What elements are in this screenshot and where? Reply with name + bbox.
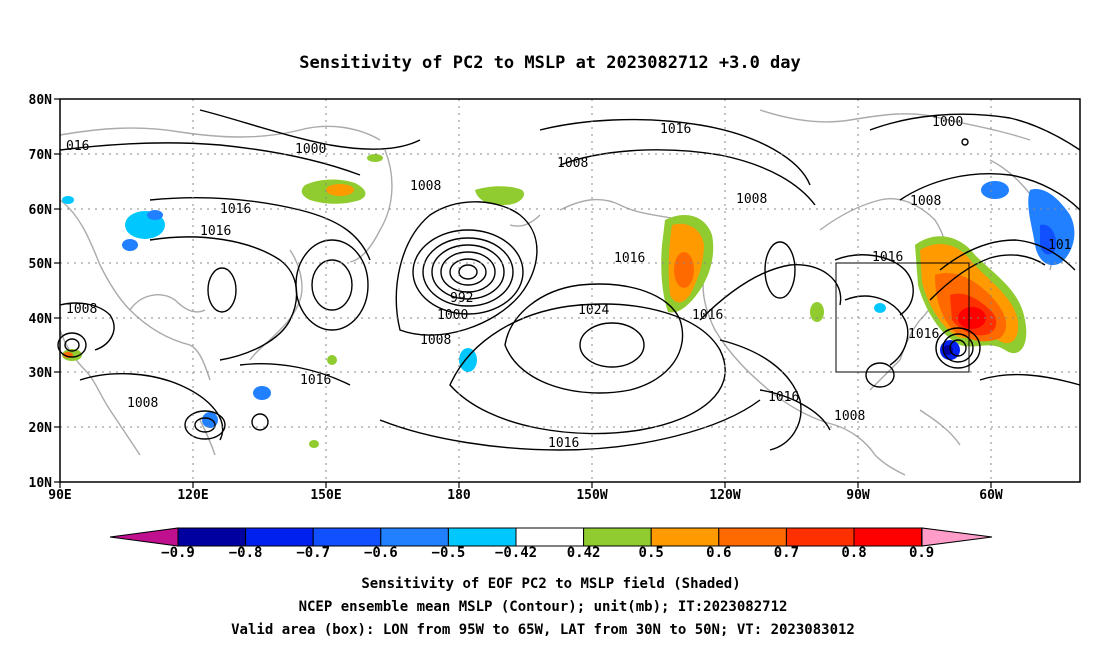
map-title: Sensitivity of PC2 to MSLP at 2023082712… — [299, 53, 801, 73]
colorbar-boxes — [177, 527, 923, 547]
contour-labels: 016 1000 1008 1016 1016 992 1000 1008 10… — [66, 115, 1071, 451]
lat-label: 60N — [29, 203, 53, 218]
colorbar-box — [312, 527, 382, 547]
contour-label: 1000 — [437, 308, 468, 323]
contour-label: 1008 — [127, 396, 158, 411]
lon-label: 180 — [447, 488, 471, 503]
colorbar-labels: −0.9 −0.8 −0.7 −0.6 −0.5 −0.42 0.42 0.5 0.6 0.7 0.… — [161, 545, 934, 561]
lat-label: 80N — [29, 93, 53, 108]
map-background — [60, 99, 1080, 482]
colorbar-label: −0.42 — [495, 545, 537, 561]
contour-label: 1000 — [932, 115, 963, 130]
colorbar-box — [650, 527, 720, 547]
contour-label: 1008 — [910, 194, 941, 209]
longitude-labels: 90E 120E 150E 180 150W 120W 90W 60W — [48, 488, 1003, 503]
colorbar-label: −0.6 — [364, 545, 398, 561]
colorbar-box — [380, 527, 449, 547]
lat-label: 30N — [29, 366, 53, 381]
contour-label: 016 — [66, 139, 89, 154]
contour-label: 1000 — [295, 142, 326, 157]
lon-label: 120W — [709, 488, 740, 503]
contour-label: 1008 — [410, 179, 441, 194]
colorbar-label: 0.42 — [567, 545, 601, 561]
colorbar-label: 0.7 — [774, 545, 799, 561]
contour-label: 1016 — [548, 436, 579, 451]
colorbar-high-end — [921, 527, 993, 547]
grid-lines — [60, 99, 1080, 482]
colorbar-box — [853, 527, 923, 547]
map-frame — [59, 98, 1081, 483]
caption: Sensitivity of EOF PC2 to MSLP field (Sh… — [231, 576, 855, 638]
colorbar-box — [515, 527, 585, 547]
lon-label: 60W — [979, 488, 1003, 503]
contour-label: 1016 — [768, 390, 799, 405]
lon-label: 90W — [846, 488, 870, 503]
contour-label: 1008 — [736, 192, 767, 207]
caption-line-1: Sensitivity of EOF PC2 to MSLP field (Sh… — [361, 576, 740, 592]
contour-label: 1016 — [692, 308, 723, 323]
contour-label: 1016 — [872, 250, 903, 265]
contour-label: 1008 — [66, 302, 97, 317]
contour-label: 1008 — [420, 333, 451, 348]
contour-label: 1016 — [200, 224, 231, 239]
contour-label: 1008 — [557, 156, 588, 171]
contour-label: 1008 — [834, 409, 865, 424]
lat-label: 40N — [29, 312, 53, 327]
tick-marks — [54, 98, 992, 488]
lon-label: 90E — [48, 488, 71, 503]
contour-label: 1016 — [300, 373, 331, 388]
contour-label: 1016 — [660, 122, 691, 137]
latitude-labels: 80N 70N 60N 50N 40N 30N 20N 10N — [29, 93, 53, 491]
colorbar-low-end — [109, 527, 179, 547]
colorbar-box — [785, 527, 855, 547]
lat-label: 20N — [29, 421, 53, 436]
colorbar-label: 0.9 — [909, 545, 934, 561]
colorbar-label: 0.8 — [841, 545, 866, 561]
contour-label: 1016 — [614, 251, 645, 266]
colorbar: −0.9 −0.8 −0.7 −0.6 −0.5 −0.42 0.42 0.5 0.6 0.7 0.… — [109, 527, 993, 561]
contour-label: 101 — [1048, 238, 1071, 253]
contour-label: 1024 — [578, 303, 609, 318]
caption-line-3: Valid area (box): LON from 95W to 65W, L… — [231, 622, 855, 638]
colorbar-label: −0.5 — [432, 545, 466, 561]
contour-label: 1016 — [908, 327, 939, 342]
colorbar-box — [177, 527, 247, 547]
lat-label: 70N — [29, 148, 53, 163]
colorbar-box — [245, 527, 314, 547]
contour-label: 992 — [450, 291, 473, 306]
lat-label: 50N — [29, 257, 53, 272]
colorbar-label: 0.5 — [639, 545, 664, 561]
colorbar-box — [447, 527, 517, 547]
caption-line-2: NCEP ensemble mean MSLP (Contour); unit(… — [299, 599, 788, 615]
lat-label: 10N — [29, 476, 53, 491]
colorbar-label: −0.7 — [296, 545, 330, 561]
colorbar-label: 0.6 — [706, 545, 731, 561]
valid-area-box — [835, 262, 970, 373]
colorbar-box — [583, 527, 652, 547]
lon-label: 150E — [310, 488, 341, 503]
colorbar-label: −0.8 — [229, 545, 263, 561]
lon-label: 120E — [177, 488, 208, 503]
lon-label: 150W — [576, 488, 607, 503]
colorbar-box — [718, 527, 787, 547]
colorbar-label: −0.9 — [161, 545, 195, 561]
